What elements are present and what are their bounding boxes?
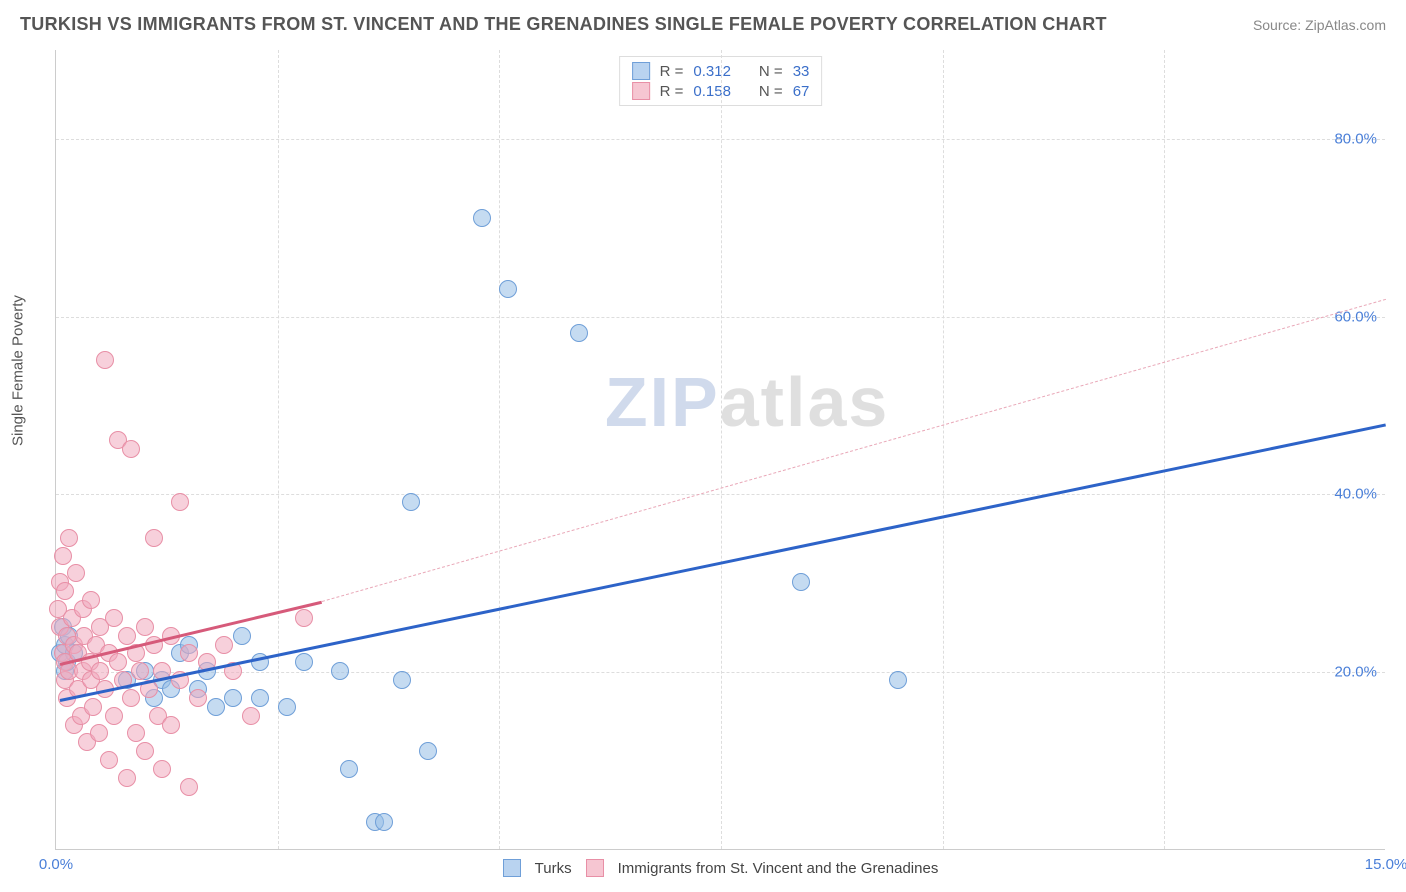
scatter-point-turks	[393, 671, 411, 689]
grid-line-x	[278, 50, 279, 849]
source-attribution: Source: ZipAtlas.com	[1253, 17, 1386, 33]
watermark-atlas: atlas	[720, 363, 890, 441]
scatter-point-immigrants-svg	[242, 707, 260, 725]
scatter-point-immigrants-svg	[54, 547, 72, 565]
y-tick-label: 80.0%	[1334, 130, 1377, 147]
scatter-point-immigrants-svg	[67, 564, 85, 582]
scatter-point-immigrants-svg	[162, 716, 180, 734]
grid-line-x	[499, 50, 500, 849]
scatter-point-immigrants-svg	[122, 440, 140, 458]
legend-n-label: N =	[759, 63, 783, 80]
scatter-point-turks	[570, 324, 588, 342]
legend-n-value: 67	[793, 83, 810, 100]
x-tick-label: 15.0%	[1365, 856, 1406, 873]
scatter-point-turks	[473, 209, 491, 227]
scatter-point-immigrants-svg	[215, 636, 233, 654]
title-bar: TURKISH VS IMMIGRANTS FROM ST. VINCENT A…	[20, 14, 1386, 35]
grid-line-x	[1164, 50, 1165, 849]
y-tick-label: 40.0%	[1334, 486, 1377, 503]
scatter-point-immigrants-svg	[131, 662, 149, 680]
scatter-point-immigrants-svg	[60, 529, 78, 547]
legend-n-label: N =	[759, 83, 783, 100]
scatter-point-turks	[375, 813, 393, 831]
legend-series-label: Turks	[535, 860, 572, 877]
scatter-point-immigrants-svg	[189, 689, 207, 707]
scatter-point-turks	[278, 698, 296, 716]
scatter-point-turks	[251, 689, 269, 707]
scatter-point-immigrants-svg	[171, 493, 189, 511]
legend-swatch	[503, 859, 521, 877]
legend-swatch	[632, 62, 650, 80]
watermark: ZIPatlas	[605, 362, 889, 442]
scatter-point-turks	[340, 760, 358, 778]
legend-r-label: R =	[660, 83, 684, 100]
legend-r-value: 0.158	[693, 83, 731, 100]
legend-n-value: 33	[793, 63, 810, 80]
legend-r-label: R =	[660, 63, 684, 80]
x-tick-label: 0.0%	[39, 856, 73, 873]
chart-container: TURKISH VS IMMIGRANTS FROM ST. VINCENT A…	[0, 0, 1406, 892]
scatter-point-immigrants-svg	[109, 653, 127, 671]
scatter-point-turks	[233, 627, 251, 645]
scatter-point-immigrants-svg	[82, 591, 100, 609]
scatter-point-immigrants-svg	[136, 742, 154, 760]
scatter-point-immigrants-svg	[100, 751, 118, 769]
y-tick-label: 20.0%	[1334, 664, 1377, 681]
scatter-point-immigrants-svg	[105, 707, 123, 725]
scatter-point-turks	[331, 662, 349, 680]
scatter-point-turks	[402, 493, 420, 511]
scatter-point-immigrants-svg	[122, 689, 140, 707]
legend-swatch	[632, 82, 650, 100]
scatter-point-immigrants-svg	[118, 627, 136, 645]
scatter-point-immigrants-svg	[84, 698, 102, 716]
scatter-point-immigrants-svg	[118, 769, 136, 787]
legend-series: Turks Immigrants from St. Vincent and the…	[56, 859, 1385, 877]
watermark-zip: ZIP	[605, 363, 720, 441]
scatter-point-turks	[499, 280, 517, 298]
scatter-point-turks	[224, 689, 242, 707]
plot-area: ZIPatlas R =0.312N =33R =0.158N =67 Turk…	[55, 50, 1385, 850]
scatter-point-immigrants-svg	[145, 529, 163, 547]
scatter-point-immigrants-svg	[56, 582, 74, 600]
scatter-point-immigrants-svg	[105, 609, 123, 627]
scatter-point-immigrants-svg	[91, 662, 109, 680]
y-axis-label: Single Female Poverty	[10, 295, 27, 446]
scatter-point-immigrants-svg	[180, 644, 198, 662]
grid-line-x	[721, 50, 722, 849]
scatter-point-immigrants-svg	[136, 618, 154, 636]
legend-swatch	[586, 859, 604, 877]
source-prefix: Source:	[1253, 17, 1305, 33]
scatter-point-immigrants-svg	[153, 760, 171, 778]
scatter-point-turks	[792, 573, 810, 591]
chart-title: TURKISH VS IMMIGRANTS FROM ST. VINCENT A…	[20, 14, 1107, 35]
scatter-point-immigrants-svg	[90, 724, 108, 742]
scatter-point-turks	[295, 653, 313, 671]
scatter-point-immigrants-svg	[180, 778, 198, 796]
scatter-point-turks	[207, 698, 225, 716]
legend-series-label: Immigrants from St. Vincent and the Gren…	[618, 860, 939, 877]
scatter-point-immigrants-svg	[295, 609, 313, 627]
scatter-point-immigrants-svg	[127, 724, 145, 742]
grid-line-x	[943, 50, 944, 849]
scatter-point-immigrants-svg	[96, 351, 114, 369]
trend-line	[322, 299, 1386, 602]
scatter-point-turks	[419, 742, 437, 760]
source-name: ZipAtlas.com	[1305, 17, 1386, 33]
trend-line	[60, 423, 1386, 701]
scatter-point-turks	[889, 671, 907, 689]
legend-r-value: 0.312	[693, 63, 731, 80]
